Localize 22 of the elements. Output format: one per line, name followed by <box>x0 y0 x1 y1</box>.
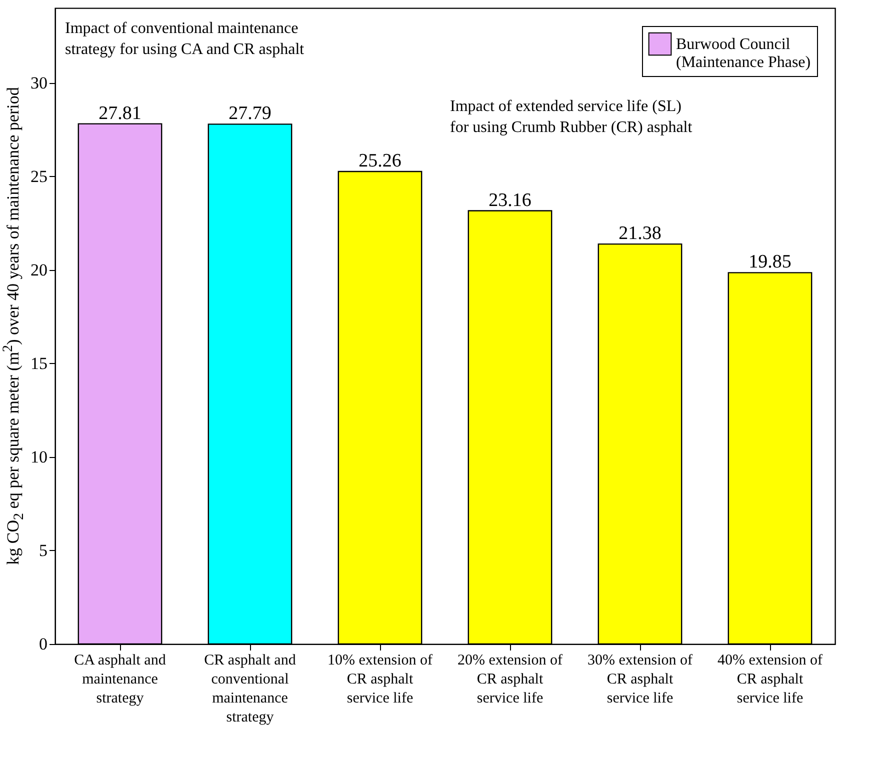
x-tick-label: 20% extension of CR asphalt service life <box>458 652 562 706</box>
y-tick-label: 15 <box>30 354 48 373</box>
y-tick-label: 20 <box>30 260 48 280</box>
x-tick-label: CA asphalt and maintenance strategy <box>74 652 166 706</box>
x-tick-label: 30% extension of CR asphalt service life <box>588 652 692 706</box>
data-label: 25.26 <box>358 150 402 172</box>
x-tick-label: CR asphalt and conventional maintenance strategy <box>204 652 296 726</box>
x-tick-label: 10% extension of CR asphalt service life <box>328 652 432 706</box>
y-tick-label: 5 <box>39 540 48 560</box>
annotation: Impact of conventional maintenance strategy for using CA and CR asphalt <box>65 20 305 58</box>
y-tick-label: 10 <box>30 447 48 466</box>
legend-label: Burwood Council (Maintenance Phase) <box>676 36 811 71</box>
data-label: 27.79 <box>228 103 272 124</box>
data-label: 19.85 <box>748 252 792 273</box>
x-tick-label: 40% extension of CR asphalt service life <box>718 652 822 706</box>
y-tick-label: 0 <box>39 634 48 654</box>
data-label: 27.81 <box>98 102 142 124</box>
y-tick-label: 25 <box>30 166 48 186</box>
data-label: 23.16 <box>488 190 532 211</box>
data-label: 21.38 <box>618 223 662 244</box>
annotation: Impact of extended service life (SL) for using Crumb Rubber (CR) asphalt <box>450 98 693 136</box>
y-tick-label: 30 <box>30 73 48 92</box>
